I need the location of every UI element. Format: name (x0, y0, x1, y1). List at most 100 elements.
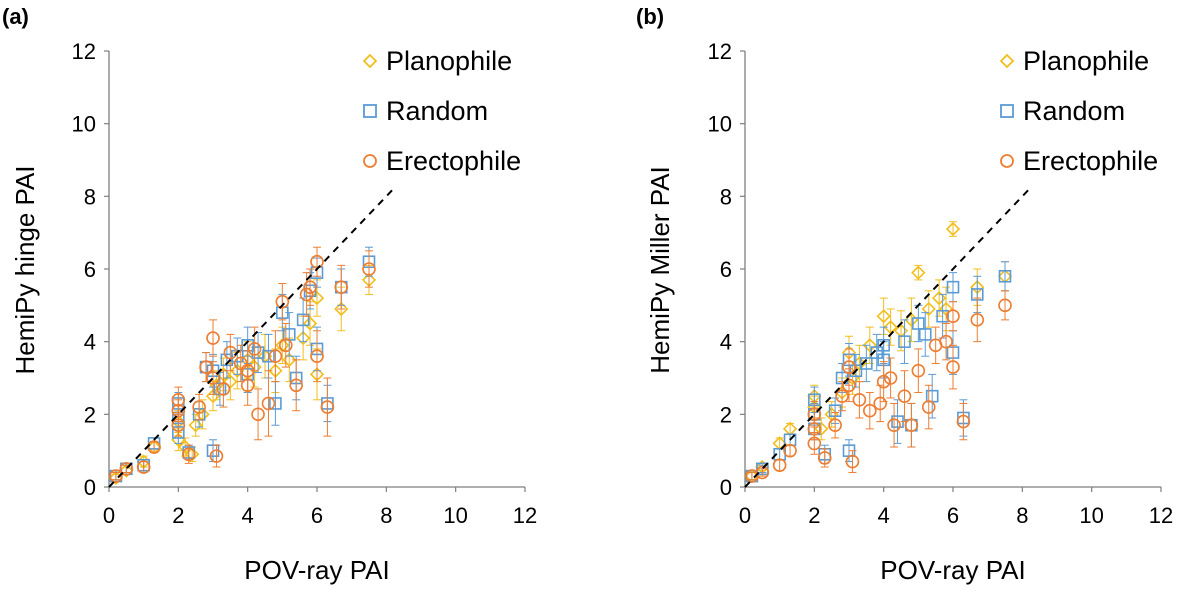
plot-area-a: 0 2 4 6 8 10 12 0 2 4 6 8 10 12 (72, 39, 538, 528)
error-bar-erectophile-a (292, 359, 301, 412)
error-bar-erectophile-b (931, 326, 940, 364)
error-bar-erectophile-a (111, 471, 120, 481)
point-random-b (898, 335, 911, 348)
error-bar-random-b (1001, 261, 1009, 292)
error-bar-erectophile-b (747, 471, 756, 481)
point-planophile-b (911, 265, 926, 280)
legend-marker-erectophile-b (1000, 154, 1014, 168)
error-bar-erectophile-b (786, 444, 795, 457)
error-bar-planophile-b (924, 290, 933, 328)
point-erectophile-a (216, 382, 231, 396)
legend-label-erectophile-b: Erectophile (1023, 146, 1158, 176)
point-erectophile-a (299, 287, 314, 302)
error-bar-erectophile-b (831, 412, 840, 439)
error-bar-random-b (928, 373, 937, 419)
point-erectophile-b (970, 313, 985, 327)
y-tick-label-b: 10 (708, 112, 732, 137)
point-erectophile-a (171, 403, 186, 418)
legend-marker-planophile-b (999, 53, 1015, 69)
error-bar-planophile-b (897, 310, 905, 352)
point-planophile-b (862, 338, 877, 353)
x-tick-label-a: 4 (242, 503, 254, 528)
x-tick-label-a: 10 (443, 503, 467, 528)
point-planophile-b (938, 301, 954, 317)
point-random-b (877, 338, 890, 352)
point-erectophile-b (772, 458, 787, 473)
legend-label-random-b: Random (1023, 96, 1125, 126)
point-erectophile-a (240, 378, 255, 393)
error-bar-erectophile-a (313, 330, 321, 383)
error-bar-random-b (938, 293, 947, 339)
point-planophile-a (275, 338, 290, 353)
y-tick-label-a: 6 (84, 257, 96, 282)
x-axis-title-b: POV-ray PAI (880, 555, 1025, 585)
error-bar-planophile-b (914, 264, 923, 281)
point-random-b (870, 346, 884, 359)
point-planophile-b (921, 301, 936, 317)
x-axis-title-a: POV-ray PAI (244, 555, 389, 585)
point-erectophile-b (755, 465, 770, 480)
y-tick-label-a: 10 (72, 112, 96, 137)
point-erectophile-b (946, 309, 960, 324)
x-tick-label-a: 0 (103, 503, 115, 528)
point-planophile-a (334, 301, 349, 317)
y-axis-title-b: HemiPy Miller PAI (645, 166, 675, 374)
error-bar-erectophile-b (890, 402, 899, 448)
point-erectophile-a (171, 392, 186, 407)
point-erectophile-a (334, 280, 349, 294)
error-bar-planophile-b (907, 297, 916, 343)
point-erectophile-b (783, 443, 797, 458)
point-erectophile-a (206, 331, 220, 345)
point-random-a (262, 349, 275, 363)
error-bar-random-b (893, 399, 902, 444)
legend-a: Planophile Random Erectophile (362, 46, 521, 176)
error-bar-erectophile-b (959, 402, 968, 441)
point-erectophile-a (233, 356, 248, 371)
error-bar-erectophile-a (365, 250, 373, 288)
y-tick-label-a: 0 (84, 475, 96, 500)
y-axis-title-a: HemiPy hinge PAI (10, 165, 40, 374)
point-random-a (296, 313, 310, 327)
point-erectophile-b (998, 298, 1012, 313)
error-bar-erectophile-b (758, 468, 767, 477)
point-random-b (918, 328, 932, 341)
error-bar-erectophile-a (202, 352, 211, 383)
point-erectophile-b (807, 407, 822, 422)
point-erectophile-a (192, 400, 206, 414)
panel-label-b: (b) (636, 4, 664, 29)
y-tick-label-a: 4 (84, 330, 96, 355)
point-random-b (912, 317, 925, 330)
point-erectophile-a (261, 396, 276, 411)
x-tick-label-b: 8 (1016, 503, 1028, 528)
point-planophile-a (282, 352, 297, 367)
point-erectophile-a (275, 294, 290, 309)
y-tick-label-b: 4 (720, 330, 732, 355)
error-bar-erectophile-b (914, 348, 923, 394)
x-tick-label-b: 12 (1149, 503, 1173, 528)
point-erectophile-b (807, 436, 822, 451)
point-erectophile-b (921, 400, 936, 414)
point-erectophile-a (109, 469, 123, 483)
point-erectophile-b (862, 403, 877, 418)
error-bar-erectophile-a (226, 333, 235, 372)
error-bar-erectophile-a (195, 393, 204, 421)
point-random-a (230, 349, 244, 363)
error-bar-erectophile-b (848, 450, 857, 473)
point-erectophile-b (873, 396, 888, 411)
error-bar-erectophile-a (313, 246, 321, 277)
legend-b: Planophile Random Erectophile (999, 46, 1158, 176)
x-tick-label-b: 10 (1079, 503, 1103, 528)
point-erectophile-b (939, 334, 953, 349)
point-erectophile-a (136, 460, 151, 474)
point-erectophile-b (842, 360, 856, 374)
legend-label-erectophile-a: Erectophile (386, 146, 521, 176)
error-bar-random-b (949, 272, 957, 303)
error-bar-erectophile-b (907, 402, 916, 448)
error-bar-random-b (862, 344, 871, 383)
point-erectophile-a (320, 400, 335, 414)
error-bar-erectophile-a (209, 361, 217, 395)
panel-a: (a) HemiPy hinge PAI POV-ray PAI 0 2 4 6 8 10… (2, 4, 537, 585)
y-tick-label-b: 2 (720, 402, 732, 427)
point-erectophile-b (897, 389, 912, 403)
point-planophile-a (296, 330, 311, 346)
